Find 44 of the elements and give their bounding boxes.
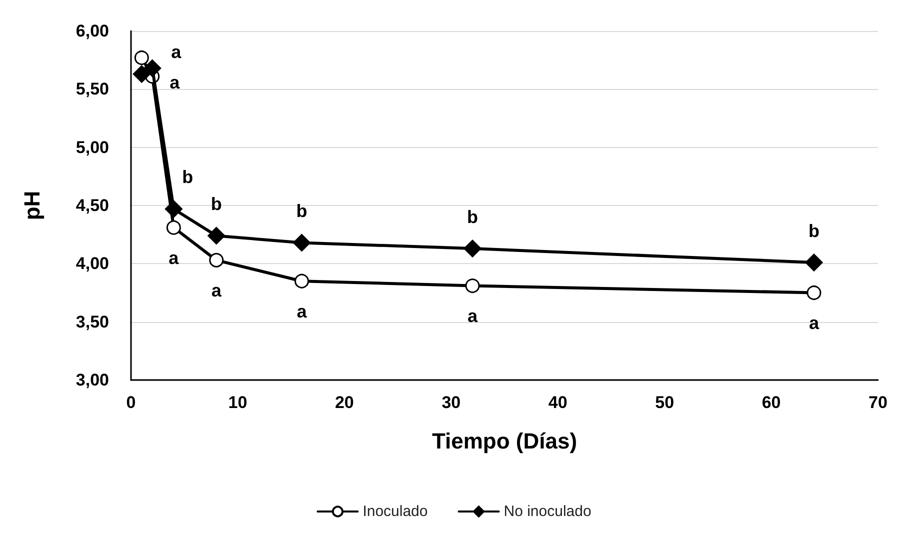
data-label: a <box>808 313 820 333</box>
x-tick-label: 70 <box>868 393 888 412</box>
data-label: b <box>466 206 478 227</box>
y-tick-label: 5,50 <box>76 80 109 99</box>
x-axis-title: Tiempo (Días) <box>432 428 578 454</box>
point <box>164 200 182 218</box>
legend-label: Inoculado <box>362 503 428 520</box>
x-tick-label: 0 <box>126 393 136 412</box>
data-label: a <box>170 72 181 92</box>
data-label: a <box>211 280 222 300</box>
data-label: b <box>210 194 222 214</box>
point <box>465 278 480 294</box>
x-tick-label: 50 <box>655 393 674 412</box>
point <box>294 274 309 288</box>
data-label: a <box>168 248 180 268</box>
x-tick-label: 10 <box>228 393 248 412</box>
point <box>144 59 162 77</box>
y-axis-title: pH <box>20 190 44 220</box>
data-label: b <box>296 200 308 221</box>
y-tick-label: 5,00 <box>76 138 109 157</box>
point <box>209 252 224 268</box>
data-label: b <box>182 167 194 188</box>
y-tick-label: 3,50 <box>76 312 109 332</box>
x-tick-label: 60 <box>762 393 781 412</box>
point <box>132 65 150 83</box>
point <box>292 234 310 252</box>
point <box>806 286 822 300</box>
y-tick-label: 4,50 <box>76 196 109 215</box>
y-tick-label: 3,00 <box>76 370 109 390</box>
data-label: a <box>467 306 478 326</box>
y-tick-label: 4,00 <box>76 254 109 274</box>
point <box>166 220 181 235</box>
x-tick-label: 20 <box>334 393 354 412</box>
data-label: b <box>808 220 820 241</box>
y-tick-label: 6,00 <box>76 22 109 40</box>
point <box>208 226 226 244</box>
legend-label: No inoculado <box>504 503 592 520</box>
point <box>464 240 482 258</box>
data-label: a <box>296 301 308 322</box>
point <box>134 50 149 66</box>
x-tick-label: 30 <box>442 393 461 412</box>
x-tick-label: 40 <box>548 393 568 412</box>
data-label: a <box>171 42 182 62</box>
point <box>805 254 823 272</box>
